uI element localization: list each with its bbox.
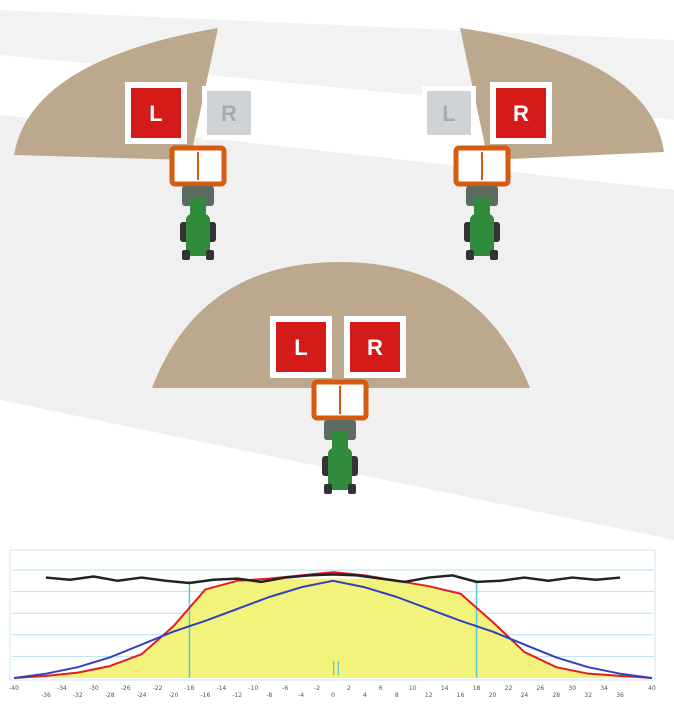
series-lines	[13, 571, 653, 679]
x-tick-label: 30	[568, 685, 576, 692]
distribution-chart: || -40-36-34-32-30-28-26-24-22-20-18-16-…	[9, 549, 656, 699]
section-button-left[interactable]: L	[422, 86, 476, 140]
blue-series-line	[13, 579, 653, 679]
x-tick-label: -30	[89, 685, 99, 692]
x-tick-label: 20	[489, 692, 497, 699]
spreader-tractor	[169, 145, 227, 260]
section-label-right: R	[513, 101, 529, 126]
diagram-both: L R	[152, 262, 530, 494]
section-label-left: L	[149, 101, 162, 126]
section-button-left[interactable]: L	[125, 82, 187, 144]
x-tick-label: -20	[169, 692, 179, 699]
x-tick-label: 8	[395, 692, 399, 699]
x-tick-label: 18	[473, 685, 481, 692]
x-tick-label: 14	[441, 685, 449, 692]
section-label-left: L	[294, 335, 307, 360]
x-tick-label: -36	[41, 692, 51, 699]
x-tick-label: 0	[331, 692, 335, 699]
x-tick-label: -2	[314, 685, 320, 692]
section-button-right[interactable]: R	[202, 86, 256, 140]
spreader-tractor	[311, 379, 369, 494]
x-tick-label: -28	[105, 692, 115, 699]
x-tick-label: -10	[248, 685, 258, 692]
diagram-left-only: L R	[14, 28, 256, 260]
x-tick-label: -32	[73, 692, 83, 699]
x-tick-label: 40	[648, 685, 656, 692]
x-tick-label: 24	[521, 692, 529, 699]
section-button-right[interactable]: R	[344, 316, 406, 378]
x-tick-label: -6	[282, 685, 288, 692]
spreader-tractor	[453, 145, 511, 260]
x-tick-labels: -40-36-34-32-30-28-26-24-22-20-18-16-14-…	[9, 685, 656, 699]
x-tick-label: -4	[298, 692, 304, 699]
x-tick-label: 6	[379, 685, 383, 692]
center-marker: ||	[331, 660, 340, 676]
x-tick-label: 4	[363, 692, 367, 699]
x-tick-label: -16	[200, 692, 210, 699]
section-button-left[interactable]: L	[270, 316, 332, 378]
x-tick-label: -26	[121, 685, 131, 692]
x-tick-label: 2	[347, 685, 351, 692]
x-tick-label: 34	[600, 685, 608, 692]
x-tick-label: -24	[137, 692, 147, 699]
section-label-left: L	[442, 101, 455, 126]
x-tick-label: -8	[266, 692, 272, 699]
x-tick-label: -22	[153, 685, 163, 692]
x-tick-label: 26	[537, 685, 545, 692]
section-label-right: R	[221, 101, 237, 126]
x-tick-label: 10	[409, 685, 417, 692]
x-tick-label: 28	[552, 692, 560, 699]
x-tick-label: 32	[584, 692, 592, 699]
diagram-right-only: L R	[422, 28, 664, 260]
red-series-line	[13, 571, 653, 679]
x-tick-label: 16	[457, 692, 465, 699]
black-series-line	[45, 573, 621, 585]
x-tick-label: -40	[9, 685, 19, 692]
x-tick-label: 12	[425, 692, 433, 699]
section-label-right: R	[367, 335, 383, 360]
x-tick-label: 22	[505, 685, 513, 692]
coverage-fill	[14, 578, 652, 678]
spread-fan-both	[152, 262, 530, 388]
x-tick-label: -12	[232, 692, 242, 699]
vertical-markers	[188, 580, 478, 678]
x-tick-label: -34	[57, 685, 67, 692]
x-tick-label: -14	[216, 685, 226, 692]
x-tick-label: -18	[185, 685, 195, 692]
section-button-right[interactable]: R	[490, 82, 552, 144]
x-tick-label: 36	[616, 692, 624, 699]
